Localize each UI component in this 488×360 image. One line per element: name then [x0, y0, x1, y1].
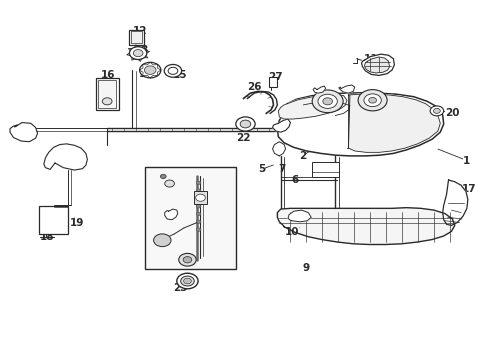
Circle shape	[164, 180, 174, 187]
Circle shape	[180, 276, 194, 286]
Text: 5: 5	[257, 165, 264, 174]
Circle shape	[240, 120, 250, 128]
Polygon shape	[361, 54, 393, 76]
Circle shape	[433, 108, 439, 113]
Polygon shape	[272, 119, 290, 132]
Bar	[39, 206, 68, 234]
Polygon shape	[277, 208, 454, 244]
Text: 8: 8	[313, 168, 320, 179]
Bar	[131, 31, 142, 43]
Bar	[193, 191, 207, 204]
Circle shape	[368, 98, 376, 103]
Circle shape	[102, 98, 112, 105]
Circle shape	[139, 62, 161, 78]
Circle shape	[363, 94, 381, 107]
Bar	[145, 167, 236, 269]
Circle shape	[235, 117, 255, 131]
Polygon shape	[287, 210, 310, 222]
Polygon shape	[338, 85, 354, 93]
Circle shape	[168, 67, 178, 75]
Circle shape	[429, 106, 443, 116]
Polygon shape	[277, 93, 443, 156]
Circle shape	[129, 47, 146, 59]
Text: 18: 18	[40, 233, 54, 242]
Text: 28: 28	[19, 126, 33, 136]
Polygon shape	[442, 180, 467, 225]
Text: 19: 19	[69, 217, 84, 228]
Polygon shape	[364, 57, 389, 73]
Circle shape	[133, 50, 142, 57]
Text: 27: 27	[268, 72, 283, 82]
Circle shape	[357, 90, 386, 111]
Circle shape	[311, 90, 343, 113]
Polygon shape	[164, 209, 178, 220]
Text: 16: 16	[101, 71, 115, 80]
Text: 11: 11	[363, 54, 378, 64]
Text: 22: 22	[236, 133, 250, 143]
Circle shape	[179, 253, 196, 266]
Circle shape	[196, 189, 201, 192]
Circle shape	[196, 204, 201, 208]
Polygon shape	[272, 142, 285, 156]
Circle shape	[317, 94, 337, 108]
Bar	[98, 80, 116, 108]
Text: 26: 26	[246, 82, 261, 92]
Text: 9: 9	[302, 263, 309, 273]
Text: 7: 7	[278, 165, 285, 174]
Text: 3: 3	[318, 90, 325, 100]
Circle shape	[195, 194, 205, 201]
Circle shape	[322, 98, 332, 105]
Polygon shape	[312, 86, 325, 93]
Text: 21: 21	[173, 261, 187, 271]
Text: 23: 23	[173, 283, 187, 293]
Text: 17: 17	[461, 184, 476, 194]
Circle shape	[196, 181, 201, 185]
Text: 24: 24	[190, 203, 204, 213]
Bar	[311, 162, 338, 177]
Circle shape	[196, 197, 201, 200]
Circle shape	[153, 234, 171, 247]
Text: 10: 10	[284, 228, 299, 238]
Text: 14: 14	[139, 69, 153, 79]
Circle shape	[160, 174, 166, 179]
Text: 1: 1	[462, 156, 469, 166]
Bar	[95, 78, 119, 110]
Polygon shape	[278, 95, 346, 119]
Circle shape	[183, 278, 191, 284]
Circle shape	[196, 220, 201, 224]
Polygon shape	[10, 123, 38, 142]
Polygon shape	[348, 94, 439, 152]
Text: 12: 12	[132, 26, 146, 36]
Text: 15: 15	[173, 71, 187, 80]
Circle shape	[164, 64, 181, 77]
Bar	[268, 77, 277, 87]
Circle shape	[177, 273, 198, 289]
Circle shape	[144, 66, 156, 75]
Text: 13: 13	[135, 45, 149, 55]
Text: 4: 4	[337, 97, 344, 107]
Polygon shape	[44, 144, 87, 170]
Text: 2: 2	[298, 151, 305, 161]
Circle shape	[196, 228, 201, 231]
Text: 20: 20	[444, 108, 459, 118]
Circle shape	[196, 212, 201, 216]
Text: 6: 6	[291, 175, 298, 185]
Circle shape	[183, 257, 191, 263]
Bar	[129, 30, 143, 45]
Text: 25: 25	[162, 208, 177, 217]
